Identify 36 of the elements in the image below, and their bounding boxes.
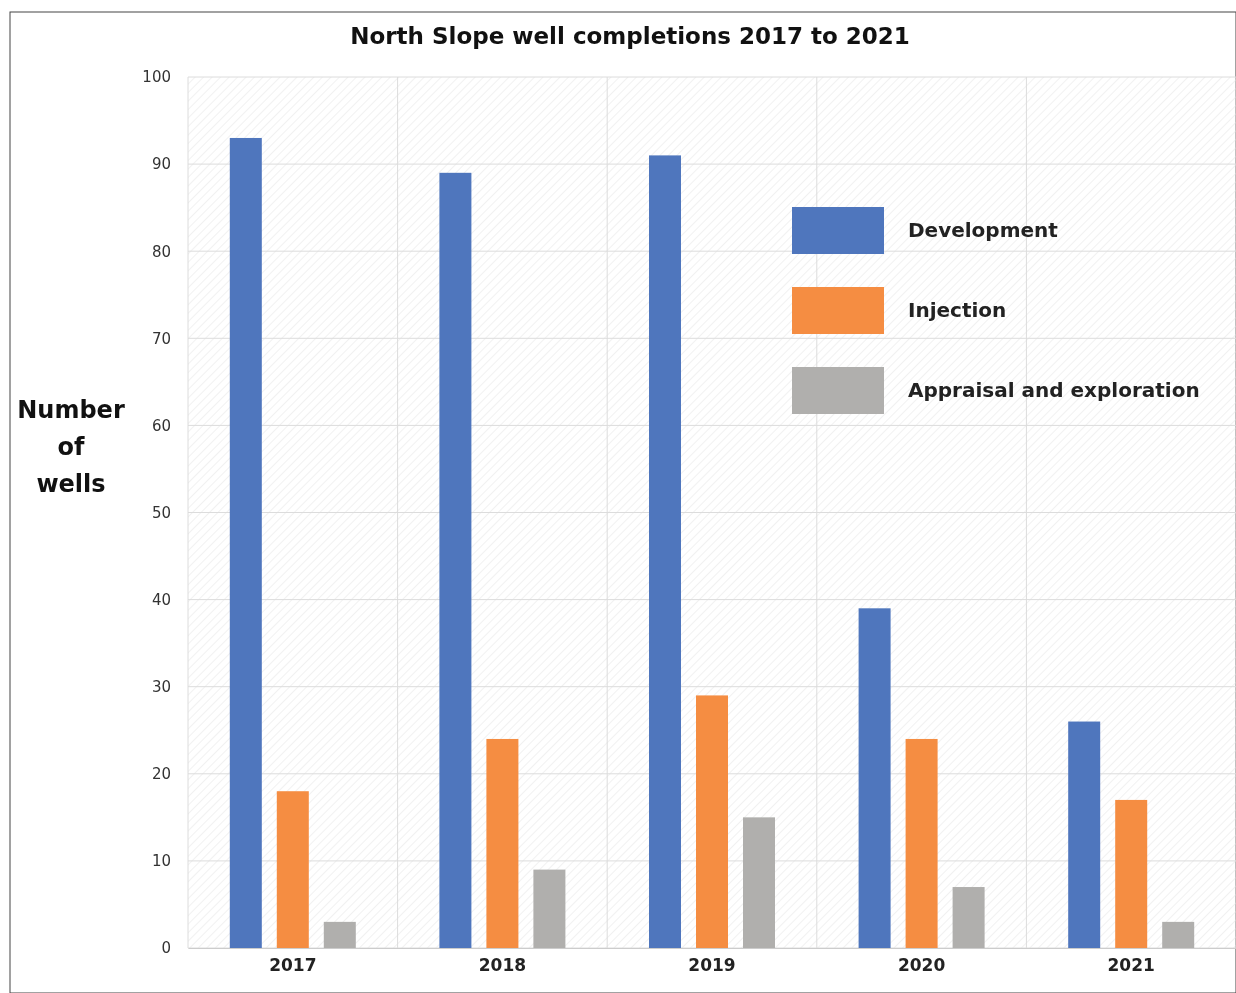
bar <box>1068 721 1101 948</box>
bar <box>858 608 891 948</box>
x-tick-label: 2021 <box>1107 955 1155 976</box>
legend-label: Appraisal and exploration <box>908 378 1200 402</box>
y-tick-label: 100 <box>142 68 171 87</box>
y-tick-label: 40 <box>151 590 171 609</box>
bar <box>229 137 262 948</box>
y-axis-title: Number of wells <box>17 396 125 498</box>
bar <box>276 791 309 948</box>
bar <box>439 172 472 948</box>
y-tick-label: 70 <box>151 329 171 348</box>
y-tick-label: 50 <box>151 503 171 522</box>
x-tick-label: 2020 <box>897 955 946 976</box>
bar <box>1115 799 1148 948</box>
bar <box>533 869 566 948</box>
bar <box>486 738 519 948</box>
bar <box>649 155 681 948</box>
y-tick-label: 80 <box>151 242 171 261</box>
y-tick-label: 90 <box>151 155 171 174</box>
x-tick-label: 2019 <box>688 955 736 976</box>
legend-label: Injection <box>908 298 1007 322</box>
bar <box>743 817 775 948</box>
legend-label: Development <box>908 218 1059 242</box>
bar <box>323 921 356 948</box>
bar <box>1162 921 1195 948</box>
y-tick-label: 30 <box>151 678 171 696</box>
y-tick-label: 10 <box>151 852 171 871</box>
bar <box>696 695 728 948</box>
x-tick-label: 2018 <box>478 955 527 976</box>
chart-title: North Slope well completions 2017 to 2021 <box>350 23 910 49</box>
x-tick-label: 2017 <box>269 955 317 976</box>
bar <box>905 738 938 948</box>
bar <box>952 887 985 948</box>
y-tick-label: 60 <box>151 416 171 435</box>
y-tick-label: 0 <box>161 939 171 958</box>
y-tick-label: 20 <box>151 765 171 784</box>
